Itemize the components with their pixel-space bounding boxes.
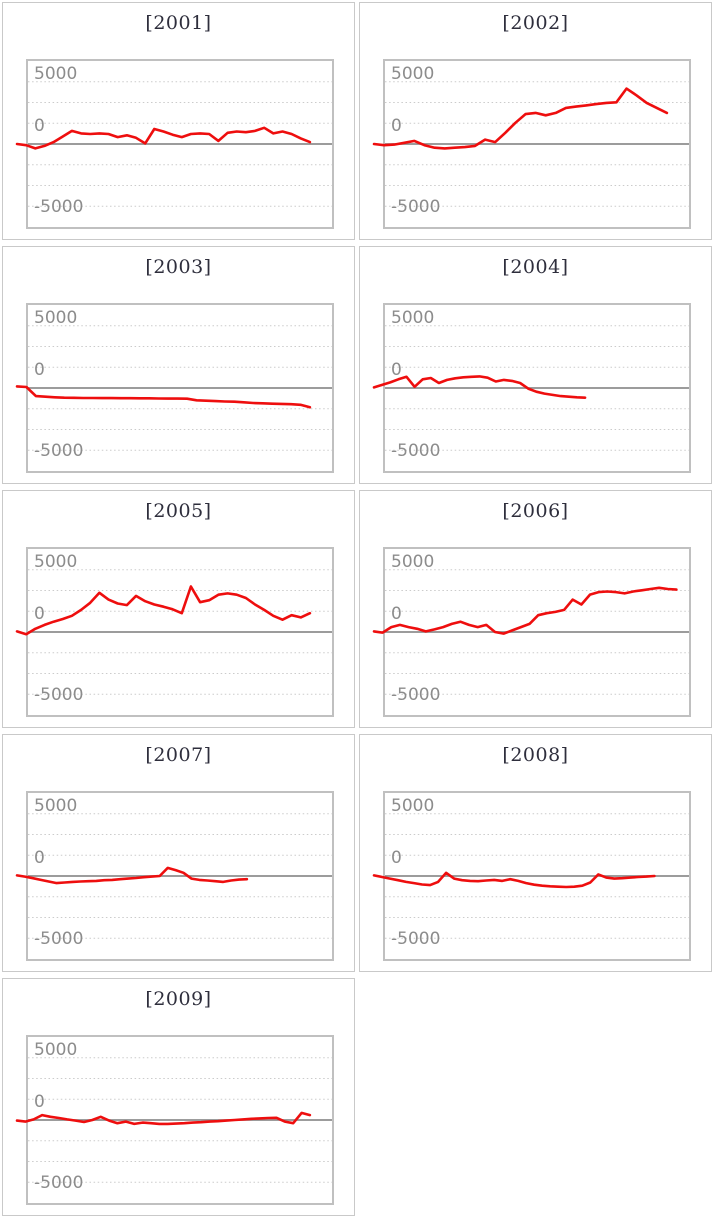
plot-area: 5000 0 -5000: [15, 1035, 334, 1205]
series-line: [15, 1111, 312, 1126]
y-tick-label: 5000: [34, 308, 77, 328]
plot-area: 5000 0 -5000: [15, 547, 334, 717]
series-line: [15, 385, 312, 409]
chart-panel-2008: [2008] 5000 0 -5000: [359, 734, 712, 972]
y-tick-label: 0: [34, 848, 45, 868]
chart-panel-2002: [2002] 5000 0 -5000: [359, 2, 712, 240]
y-tick-label: 0: [34, 1092, 45, 1112]
y-tick-label: 5000: [34, 552, 77, 572]
plot-area: 5000 0 -5000: [15, 303, 334, 473]
chart-title: [2009]: [145, 988, 212, 1010]
series-line: [15, 866, 249, 885]
line-chart-svg: 5000 0 -5000: [15, 64, 332, 217]
chart-panel-2007: [2007] 5000 0 -5000: [2, 734, 355, 972]
y-tick-label: -5000: [34, 1173, 83, 1193]
chart-panel-2001: [2001] 5000 0 -5000: [2, 2, 355, 240]
y-tick-label: -5000: [34, 929, 83, 949]
line-chart-svg: 5000 0 -5000: [372, 796, 689, 949]
chart-panel-2006: [2006] 5000 0 -5000: [359, 490, 712, 728]
line-chart-svg: 5000 0 -5000: [15, 1040, 332, 1193]
line-chart-svg: 5000 0 -5000: [372, 64, 689, 217]
line-chart-svg: 5000 0 -5000: [15, 308, 332, 461]
chart-panel-2003: [2003] 5000 0 -5000: [2, 246, 355, 484]
y-tick-label: 5000: [34, 796, 77, 816]
y-tick-label: -5000: [34, 685, 83, 705]
y-tick-label: 0: [391, 360, 402, 380]
y-tick-label: 0: [34, 604, 45, 624]
plot-area: 5000 0 -5000: [372, 547, 691, 717]
series-line: [372, 87, 669, 150]
chart-title: [2007]: [145, 744, 212, 766]
y-tick-label: 0: [34, 360, 45, 380]
series-line: [372, 871, 656, 889]
chart-title: [2003]: [145, 256, 212, 278]
chart-title: [2005]: [145, 500, 212, 522]
y-tick-label: -5000: [391, 685, 440, 705]
y-tick-label: 0: [391, 848, 402, 868]
y-tick-label: -5000: [391, 197, 440, 217]
chart-title: [2008]: [502, 744, 569, 766]
line-chart-svg: 5000 0 -5000: [15, 552, 332, 705]
chart-panel-2005: [2005] 5000 0 -5000: [2, 490, 355, 728]
y-tick-label: 5000: [391, 552, 434, 572]
y-tick-label: -5000: [34, 197, 83, 217]
y-tick-label: 5000: [391, 308, 434, 328]
y-tick-label: -5000: [391, 929, 440, 949]
y-tick-label: 0: [391, 116, 402, 136]
chart-title: [2002]: [502, 12, 569, 34]
y-tick-label: 5000: [34, 64, 77, 84]
y-tick-label: 5000: [391, 796, 434, 816]
y-tick-label: -5000: [391, 441, 440, 461]
series-line: [372, 586, 678, 635]
plot-area: 5000 0 -5000: [372, 791, 691, 961]
plot-area: 5000 0 -5000: [372, 303, 691, 473]
chart-title: [2001]: [145, 12, 212, 34]
y-tick-label: 5000: [34, 1040, 77, 1060]
plot-area: 5000 0 -5000: [372, 59, 691, 229]
plot-area: 5000 0 -5000: [15, 59, 334, 229]
series-line: [372, 375, 587, 399]
y-tick-label: -5000: [34, 441, 83, 461]
y-tick-label: 0: [34, 116, 45, 136]
chart-title: [2006]: [502, 500, 569, 522]
y-tick-label: 5000: [391, 64, 434, 84]
y-tick-label: 0: [391, 604, 402, 624]
chart-panel-2009: [2009] 5000 0 -5000: [2, 978, 355, 1216]
line-chart-svg: 5000 0 -5000: [372, 308, 689, 461]
line-chart-svg: 5000 0 -5000: [15, 796, 332, 949]
plot-area: 5000 0 -5000: [15, 791, 334, 961]
chart-title: [2004]: [502, 256, 569, 278]
line-chart-svg: 5000 0 -5000: [372, 552, 689, 705]
chart-panel-2004: [2004] 5000 0 -5000: [359, 246, 712, 484]
series-line: [15, 585, 312, 636]
series-line: [15, 126, 312, 150]
